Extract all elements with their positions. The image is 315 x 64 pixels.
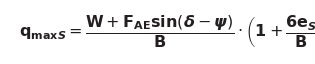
Text: $\mathbf{q}_{\mathbf{max}\boldsymbol{S}} = \dfrac{\mathbf{W} + \mathbf{F_{AE}}\m: $\mathbf{q}_{\mathbf{max}\boldsymbol{S}}…	[19, 14, 315, 50]
